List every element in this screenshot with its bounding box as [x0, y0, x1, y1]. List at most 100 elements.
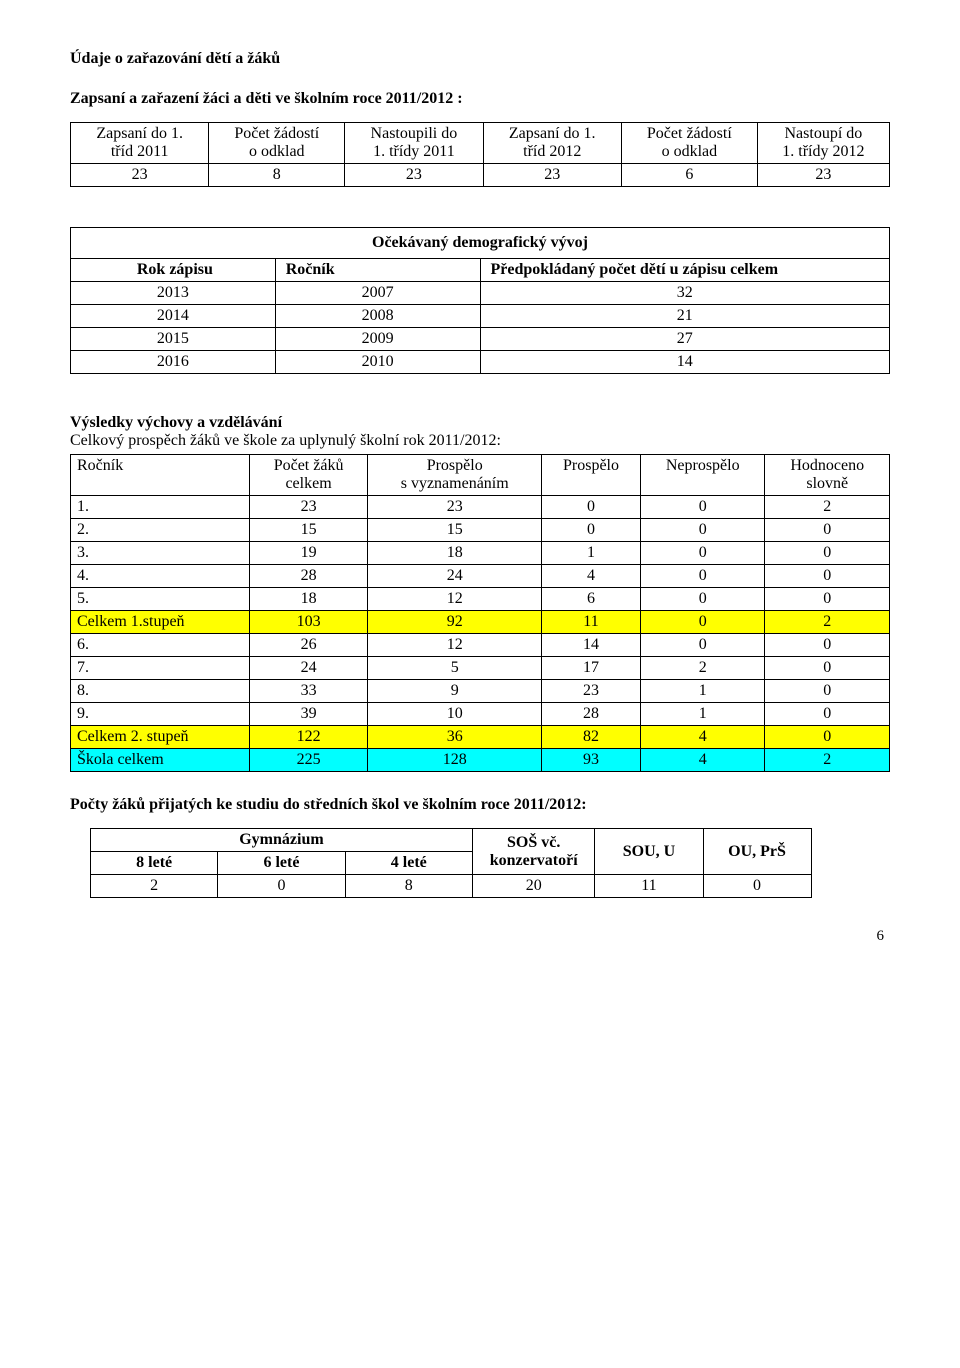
col-header: Ročník: [275, 259, 480, 282]
cell: 0: [640, 496, 764, 519]
demographic-table: Očekávaný demografický vývoj Rok zápisu …: [70, 227, 890, 374]
cell: 14: [541, 634, 640, 657]
cell: 2: [765, 611, 890, 634]
col-header: Prospělos vyznamenáním: [368, 455, 542, 496]
table-header-row: Zapsaní do 1.tříd 2011Počet žádostío odk…: [71, 123, 890, 164]
cell: 0: [765, 542, 890, 565]
cell: 6.: [71, 634, 250, 657]
cell: 2: [640, 657, 764, 680]
col-header: SOŠ vč.konzervatoří: [472, 829, 595, 875]
table-row: 2014200821: [71, 305, 890, 328]
cell: 7.: [71, 657, 250, 680]
cell: 6: [621, 164, 757, 187]
col-header: Nastoupili do1. třídy 2011: [345, 123, 483, 164]
col-header: Počet žádostío odklad: [209, 123, 345, 164]
cell: 11: [541, 611, 640, 634]
col-subheader: 4 leté: [345, 852, 472, 875]
cell: 2016: [71, 351, 276, 374]
cell: 5.: [71, 588, 250, 611]
results-title: Výsledky výchovy a vzdělávání: [70, 414, 890, 432]
cell: 0: [640, 542, 764, 565]
col-header: Počet žádostío odklad: [621, 123, 757, 164]
cell: 4: [541, 565, 640, 588]
cell: 0: [218, 875, 345, 898]
cell: 24: [368, 565, 542, 588]
cell: 23: [368, 496, 542, 519]
cell: Celkem 2. stupeň: [71, 726, 250, 749]
cell: 2: [765, 496, 890, 519]
cell: 225: [249, 749, 368, 772]
cell: 4: [640, 749, 764, 772]
col-header: Zapsaní do 1.tříd 2011: [71, 123, 209, 164]
results-table: RočníkPočet žákůcelkemProspělos vyznamen…: [70, 454, 890, 772]
cell: 24: [249, 657, 368, 680]
cell: 9: [368, 680, 542, 703]
col-header: Hodnocenoslovně: [765, 455, 890, 496]
cell: 2013: [71, 282, 276, 305]
table-row: 1.2323002: [71, 496, 890, 519]
cell: 12: [368, 588, 542, 611]
cell: 0: [765, 519, 890, 542]
cell: 2014: [71, 305, 276, 328]
cell: 10: [368, 703, 542, 726]
cell: 28: [541, 703, 640, 726]
cell: 33: [249, 680, 368, 703]
cell: 5: [368, 657, 542, 680]
cell: 15: [249, 519, 368, 542]
cell: 17: [541, 657, 640, 680]
cell: 0: [765, 703, 890, 726]
col-subheader: 8 leté: [91, 852, 218, 875]
cell: 19: [249, 542, 368, 565]
cell: 93: [541, 749, 640, 772]
cell: Škola celkem: [71, 749, 250, 772]
cell: 27: [480, 328, 890, 351]
col-header: Neprospělo: [640, 455, 764, 496]
cell: 8: [345, 875, 472, 898]
enrollment-table: Zapsaní do 1.tříd 2011Počet žádostío odk…: [70, 122, 890, 187]
cell: 21: [480, 305, 890, 328]
cell: 11: [595, 875, 703, 898]
cell: 8: [209, 164, 345, 187]
cell: 23: [71, 164, 209, 187]
admissions-table: Gymnázium SOŠ vč.konzervatoří SOU, U OU,…: [90, 828, 812, 898]
cell: 1: [640, 703, 764, 726]
table-row: 2016201014: [71, 351, 890, 374]
cell: 92: [368, 611, 542, 634]
cell: 2009: [275, 328, 480, 351]
cell: 20: [472, 875, 595, 898]
cell: 2: [91, 875, 218, 898]
table-row: 8.3392310: [71, 680, 890, 703]
table-row: 7.2451720: [71, 657, 890, 680]
cell: 3.: [71, 542, 250, 565]
cell: 12: [368, 634, 542, 657]
col-header: Počet žákůcelkem: [249, 455, 368, 496]
cell: 0: [765, 657, 890, 680]
cell: 2: [765, 749, 890, 772]
table-title-row: Očekávaný demografický vývoj: [71, 228, 890, 259]
cell: 39: [249, 703, 368, 726]
cell: 23: [541, 680, 640, 703]
col-header: Rok zápisu: [71, 259, 276, 282]
table-row: 3.1918100: [71, 542, 890, 565]
col-header: Gymnázium: [91, 829, 473, 852]
cell: 0: [765, 588, 890, 611]
col-header: Ročník: [71, 455, 250, 496]
cell: 2015: [71, 328, 276, 351]
cell: 0: [541, 496, 640, 519]
cell: 32: [480, 282, 890, 305]
cell: 0: [541, 519, 640, 542]
cell: 18: [249, 588, 368, 611]
cell: 23: [345, 164, 483, 187]
col-header: Zapsaní do 1.tříd 2012: [483, 123, 621, 164]
table-header-row: RočníkPočet žákůcelkemProspělos vyznamen…: [71, 455, 890, 496]
cell: 9.: [71, 703, 250, 726]
table-title-cell: Očekávaný demografický vývoj: [71, 228, 890, 259]
cell: 103: [249, 611, 368, 634]
table-row: 2013200732: [71, 282, 890, 305]
table-row: Celkem 2. stupeň122368240: [71, 726, 890, 749]
table-header-row: Gymnázium SOŠ vč.konzervatoří SOU, U OU,…: [91, 829, 812, 852]
col-header: Nastoupí do1. třídy 2012: [757, 123, 889, 164]
cell: 4.: [71, 565, 250, 588]
cell: 2.: [71, 519, 250, 542]
table-row: 20820110: [91, 875, 812, 898]
